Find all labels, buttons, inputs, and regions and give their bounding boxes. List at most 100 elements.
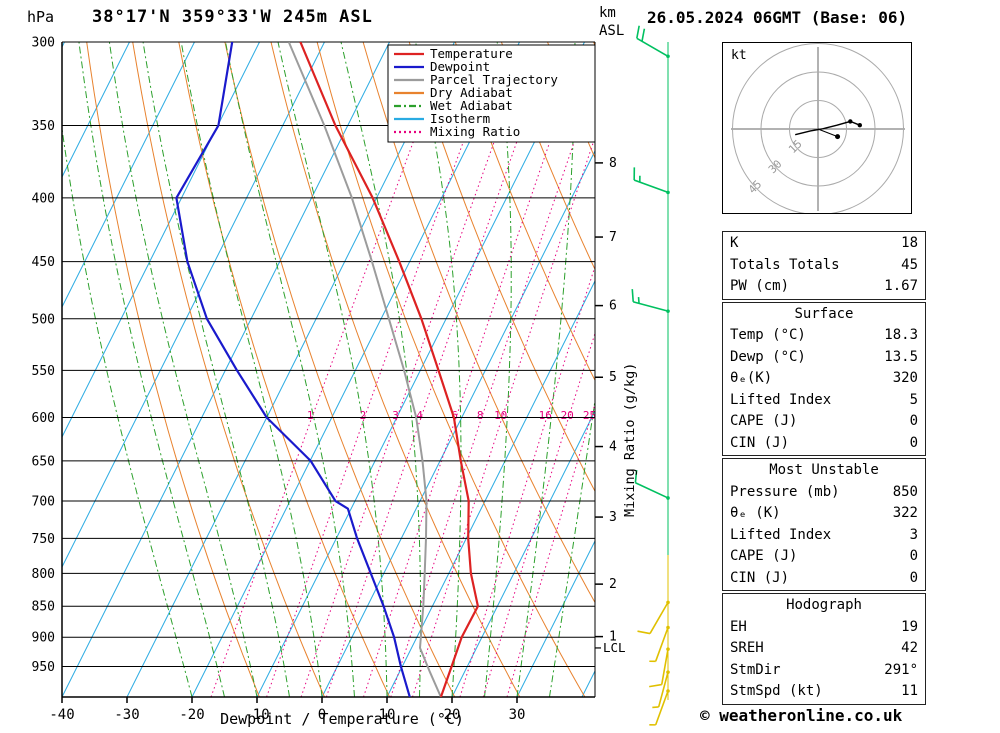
svg-text:10: 10 bbox=[494, 409, 507, 422]
mixing-ratio-axis-label: Mixing Ratio (g/kg) bbox=[622, 362, 638, 517]
svg-text:3: 3 bbox=[392, 409, 399, 422]
plot-border bbox=[61, 42, 596, 698]
svg-text:Mixing Ratio: Mixing Ratio bbox=[430, 124, 520, 139]
stat-value: 0 bbox=[909, 413, 918, 429]
stat-row: θₑ (K) 322 bbox=[723, 503, 925, 525]
svg-text:Dewpoint: Dewpoint bbox=[430, 59, 490, 74]
svg-text:7: 7 bbox=[609, 230, 617, 245]
stat-label: Totals Totals bbox=[730, 256, 840, 273]
stats-box-hodograph: Hodograph EH 19 SREH 42 StmDir 291° StmSpd (kt)… bbox=[722, 593, 926, 705]
stat-value: 18 bbox=[901, 235, 918, 251]
stat-row: StmSpd (kt) 11 bbox=[723, 681, 925, 703]
stat-label: PW (cm) bbox=[730, 278, 790, 294]
stats-tables: K 18 Totals Totals 45 PW (cm) 1.67 Surface Temp… bbox=[722, 231, 926, 707]
stat-value: 18.3 bbox=[884, 327, 918, 343]
stat-row: Dewp (°C) 13.5 bbox=[723, 347, 925, 369]
altitude-unit-asl: ASL bbox=[599, 23, 625, 39]
stat-value: 0 bbox=[909, 434, 918, 451]
stat-row: K 18 bbox=[723, 233, 925, 255]
svg-text:8: 8 bbox=[477, 409, 484, 422]
stats-section-title: Hodograph bbox=[786, 597, 862, 613]
stat-label: SREH bbox=[730, 640, 764, 656]
svg-text:15: 15 bbox=[786, 137, 805, 156]
svg-text:300: 300 bbox=[32, 36, 55, 51]
temperature-curve bbox=[299, 42, 479, 697]
temperature-axis: -40 -30 -20 -10 0 10 20 30 bbox=[49, 697, 525, 723]
svg-text:600: 600 bbox=[32, 411, 55, 426]
svg-text:Wet Adiabat: Wet Adiabat bbox=[430, 98, 513, 113]
km-scale: 8 7 6 5 4 3 2 1 bbox=[595, 156, 617, 645]
stats-box-indices: K 18 Totals Totals 45 PW (cm) 1.67 bbox=[722, 231, 926, 300]
stat-row: θₑ(K) 320 bbox=[723, 368, 925, 390]
svg-text:1: 1 bbox=[609, 630, 617, 645]
run-datetime: 26.05.2024 06GMT (Base: 06) bbox=[647, 8, 908, 27]
altitude-unit-km: km bbox=[599, 5, 616, 21]
stat-label: StmDir bbox=[730, 661, 781, 678]
wind-barbs bbox=[631, 25, 670, 726]
stat-row: Totals Totals 45 bbox=[723, 255, 925, 277]
stats-box-surface: Surface Temp (°C) 18.3 Dewp (°C) 13.5 θₑ(K) 32… bbox=[722, 301, 926, 456]
skewt-chart: 1 2 3 4 6 8 10 16 20 2530035040045050055060065070… bbox=[32, 25, 670, 726]
stat-label: Lifted Index bbox=[730, 526, 832, 543]
svg-text:4: 4 bbox=[609, 440, 617, 455]
stat-label: Pressure (mb) bbox=[730, 483, 840, 500]
svg-text:500: 500 bbox=[32, 312, 55, 327]
svg-text:kt: kt bbox=[731, 48, 747, 63]
stats-section-title: Most Unstable bbox=[769, 462, 879, 478]
stat-row: SREH 42 bbox=[723, 638, 925, 660]
svg-text:20: 20 bbox=[561, 409, 574, 422]
stat-row: PW (cm) 1.67 bbox=[723, 276, 925, 298]
stat-value: 0 bbox=[909, 569, 918, 586]
stat-label: K bbox=[730, 235, 739, 251]
stat-value: 3 bbox=[909, 526, 918, 543]
svg-text:3: 3 bbox=[609, 510, 617, 525]
svg-text:1: 1 bbox=[307, 409, 314, 422]
stat-value: 5 bbox=[909, 391, 918, 408]
stat-value: 19 bbox=[901, 618, 918, 635]
isotherms bbox=[62, 42, 595, 697]
stat-label: CAPE (J) bbox=[730, 548, 798, 564]
stat-row: CIN (J) 0 bbox=[723, 433, 925, 455]
stat-label: CIN (J) bbox=[730, 434, 790, 451]
lcl-marker: LCL bbox=[595, 640, 626, 655]
svg-text:550: 550 bbox=[32, 364, 55, 379]
stat-label: θₑ (K) bbox=[730, 505, 781, 521]
stat-value: 320 bbox=[892, 370, 918, 386]
stat-row: EH 19 bbox=[723, 617, 925, 639]
dewpoint-curve bbox=[175, 42, 411, 697]
stat-label: Dewp (°C) bbox=[730, 348, 806, 365]
svg-text:LCL: LCL bbox=[603, 640, 626, 655]
temperature-axis-label: Dewpoint / Temperature (°C) bbox=[220, 710, 464, 728]
svg-text:6: 6 bbox=[609, 299, 617, 314]
stat-label: Lifted Index bbox=[730, 391, 832, 408]
svg-text:650: 650 bbox=[32, 454, 55, 469]
svg-text:750: 750 bbox=[32, 532, 55, 547]
stat-value: 45 bbox=[901, 256, 918, 273]
svg-text:800: 800 bbox=[32, 567, 55, 582]
stat-value: 322 bbox=[892, 505, 918, 521]
svg-text:Temperature: Temperature bbox=[430, 46, 513, 61]
svg-text:0: 0 bbox=[318, 707, 326, 723]
svg-text:5: 5 bbox=[609, 370, 617, 385]
stat-row: StmDir 291° bbox=[723, 660, 925, 682]
svg-text:700: 700 bbox=[32, 495, 55, 510]
stat-label: EH bbox=[730, 618, 747, 635]
svg-text:-10: -10 bbox=[244, 707, 269, 723]
svg-text:400: 400 bbox=[32, 191, 55, 206]
stat-label: θₑ(K) bbox=[730, 370, 773, 386]
svg-text:Parcel Trajectory: Parcel Trajectory bbox=[430, 72, 558, 87]
stat-row: CAPE (J) 0 bbox=[723, 411, 925, 433]
svg-text:16: 16 bbox=[539, 409, 552, 422]
dry-adiabats bbox=[86, 42, 595, 697]
svg-text:900: 900 bbox=[32, 631, 55, 646]
svg-text:20: 20 bbox=[444, 707, 461, 723]
stat-row: Lifted Index 5 bbox=[723, 390, 925, 412]
svg-text:-40: -40 bbox=[49, 707, 74, 723]
svg-text:25: 25 bbox=[583, 409, 596, 422]
stat-value: 850 bbox=[892, 483, 918, 500]
svg-text:450: 450 bbox=[32, 255, 55, 270]
stat-row: Lifted Index 3 bbox=[723, 525, 925, 547]
svg-text:350: 350 bbox=[32, 119, 55, 134]
svg-text:-20: -20 bbox=[179, 707, 204, 723]
svg-text:4: 4 bbox=[416, 409, 423, 422]
